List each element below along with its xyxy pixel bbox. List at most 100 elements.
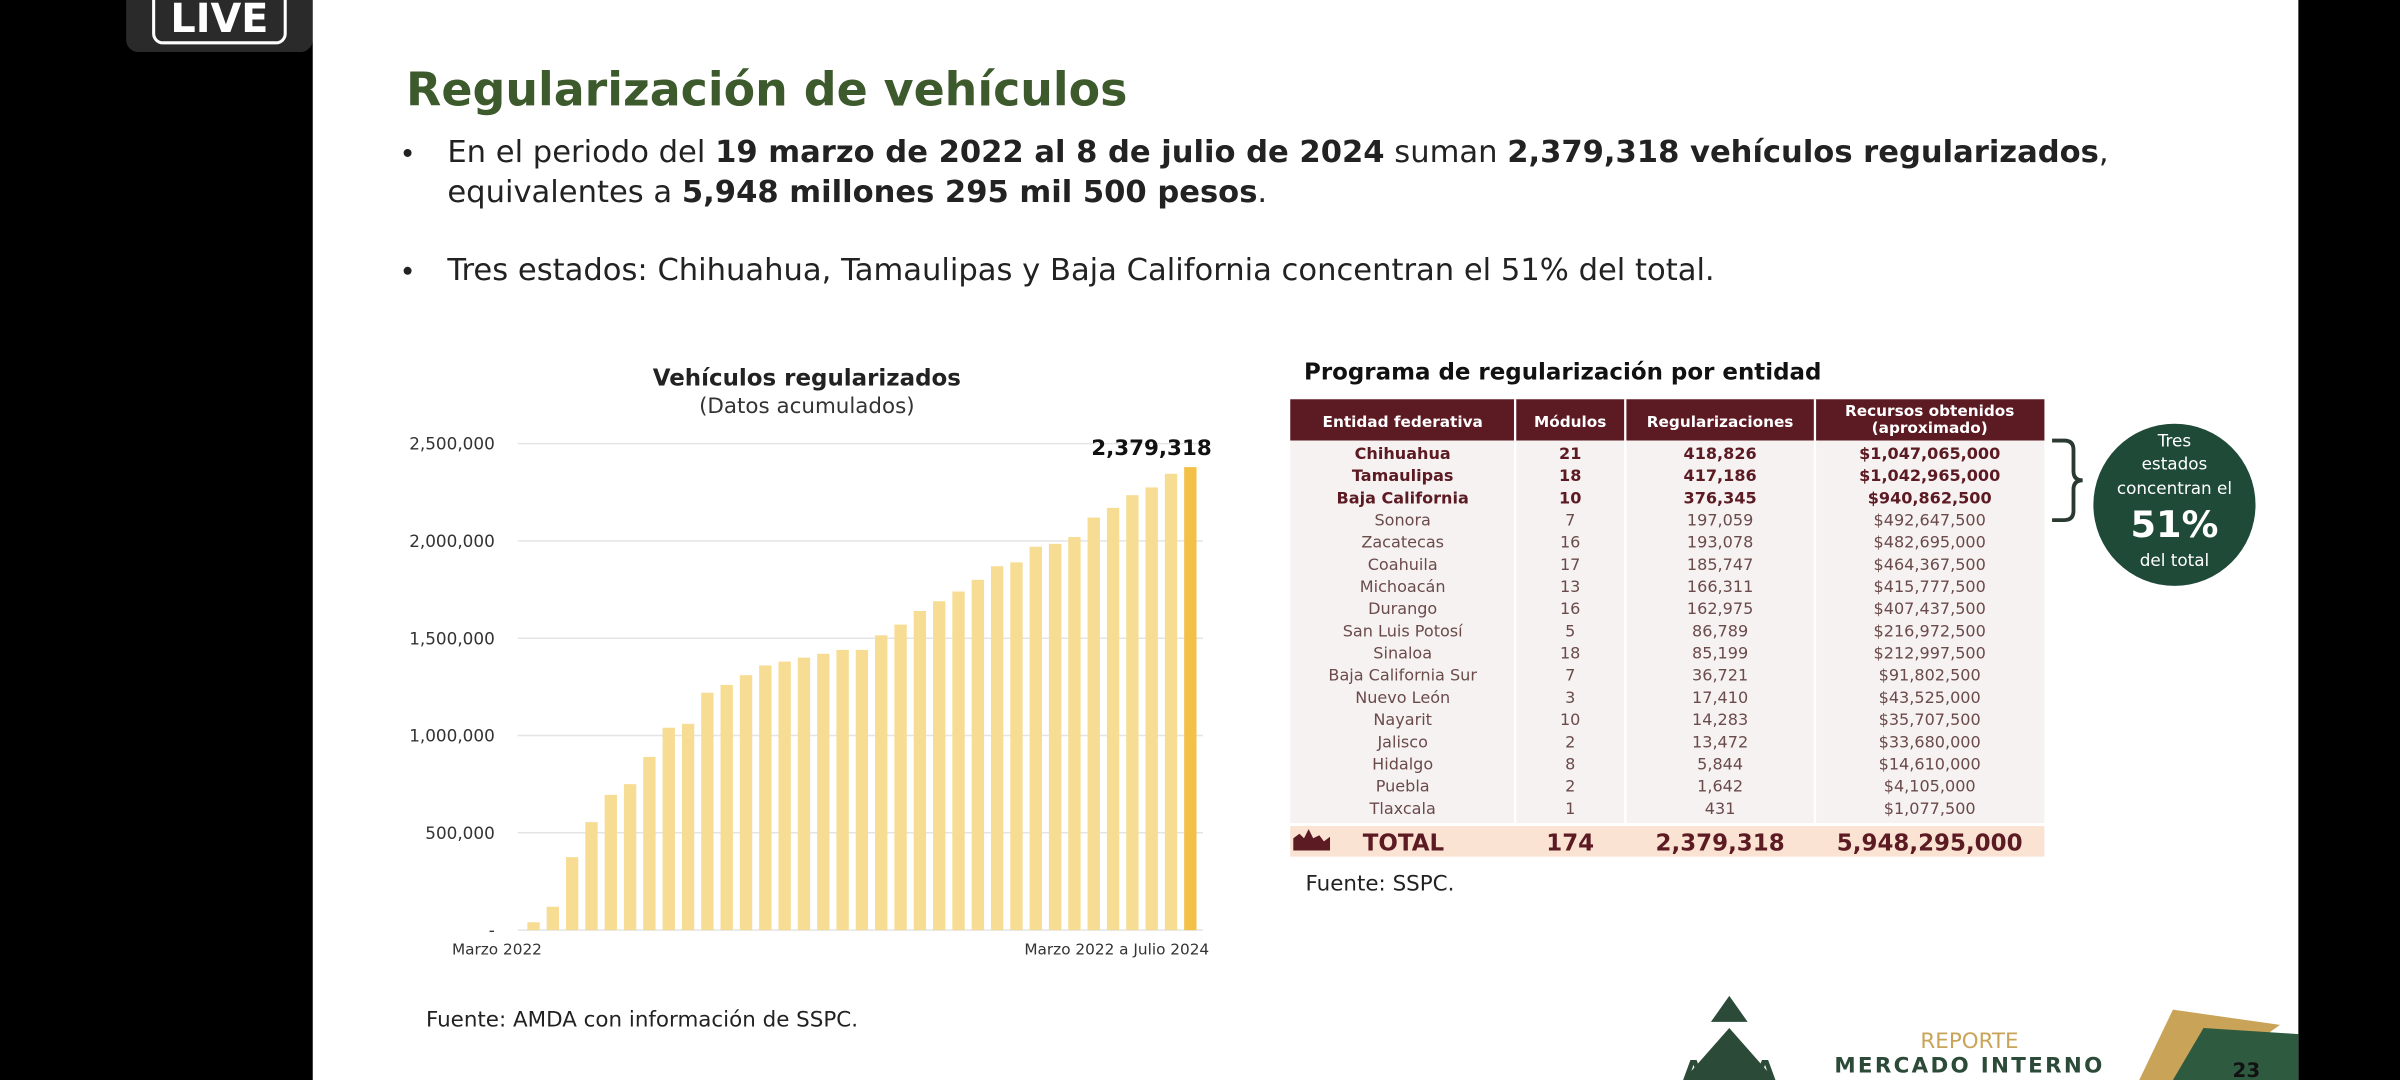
bar — [739, 675, 753, 931]
bar — [1068, 537, 1081, 931]
table-cell: $35,707,500 — [1879, 710, 1981, 729]
table-cell: 10 — [1560, 710, 1580, 729]
table-cell: Baja California — [1337, 488, 1469, 507]
table-header: Regularizaciones — [1647, 413, 1794, 431]
text: . — [1257, 175, 1267, 210]
y-tick-label: 1,500,000 — [409, 628, 495, 648]
table-cell: $14,610,000 — [1879, 754, 1981, 773]
table-cell: 166,311 — [1687, 577, 1753, 596]
bold-text: 5,948 millones 295 mil 500 pesos — [682, 175, 1258, 210]
bar — [971, 579, 985, 931]
logo-text: AMDA — [1683, 1055, 1777, 1080]
bar — [1087, 517, 1100, 931]
bar — [933, 601, 946, 931]
live-frame — [152, 0, 287, 45]
bar — [546, 906, 560, 931]
table-cell: $43,525,000 — [1879, 688, 1981, 707]
table-header: (aproximado) — [1872, 419, 1988, 437]
bar — [701, 692, 714, 931]
badge-text: Tres estados concentran el 51% del total — [2117, 431, 2232, 570]
table-cell: $482,695,000 — [1874, 533, 1986, 552]
table-cell: 2 — [1565, 732, 1575, 751]
amda-logo — [1683, 995, 1776, 1080]
badge-line: concentran el — [2117, 478, 2232, 498]
table-cell: $4,105,000 — [1884, 777, 1976, 796]
table: Entidad federativa Módulos Regularizacione… — [1290, 399, 2045, 857]
y-tick-label: 500,000 — [425, 823, 495, 843]
table-cell: $91,802,500 — [1879, 666, 1981, 685]
bar — [1010, 562, 1023, 931]
footer-deco-green — [2172, 1027, 2299, 1080]
table-total: 5,948,295,000 — [1837, 831, 2023, 857]
table-cell: Tlaxcala — [1369, 799, 1436, 818]
bar — [817, 653, 830, 931]
table-cell: Sonora — [1374, 510, 1430, 529]
table-cell: $1,042,965,000 — [1859, 466, 2000, 485]
table-total-bg — [1290, 826, 2045, 857]
table-source: Fuente: SSPC. — [1306, 871, 1455, 896]
badge-line: estados — [2142, 454, 2208, 474]
table-cell: 13 — [1560, 577, 1580, 596]
table-header-bg — [1290, 399, 2045, 441]
x-tick-label: Marzo 2022 — [452, 941, 542, 959]
y-tick-label: 2,000,000 — [409, 531, 495, 551]
bar — [1164, 473, 1178, 931]
table-cell: 193,078 — [1687, 533, 1753, 552]
live-label: LIVE — [170, 0, 268, 42]
table-cell: 85,199 — [1692, 644, 1748, 663]
table-total: 174 — [1546, 831, 1594, 857]
text: , — [2099, 135, 2109, 170]
table-cell: 18 — [1560, 644, 1580, 663]
bar — [643, 756, 656, 931]
y-tick-label: 2,500,000 — [409, 434, 495, 454]
bar — [720, 684, 733, 931]
chart-source: Fuente: AMDA con información de SSPC. — [426, 1007, 858, 1032]
table-cell: 21 — [1559, 444, 1581, 463]
slide-title: Regularización de vehículos — [406, 63, 1127, 117]
table-cell: 2 — [1565, 777, 1575, 796]
bar — [604, 794, 617, 931]
bar — [1048, 543, 1062, 931]
bar — [990, 566, 1004, 931]
table-cell: 17,410 — [1692, 688, 1748, 707]
bar — [836, 649, 849, 931]
chart-subtitle: (Datos acumulados) — [699, 394, 915, 419]
table-cell: 376,345 — [1684, 488, 1757, 507]
table-cell: Chihuahua — [1355, 444, 1451, 463]
bar — [952, 591, 965, 931]
bar — [1184, 467, 1197, 931]
table-cell: Durango — [1368, 599, 1437, 618]
table-cell: Nayarit — [1373, 710, 1432, 729]
table-cell: 417,186 — [1684, 466, 1757, 485]
table-cell: $407,437,500 — [1874, 599, 1986, 618]
table-cell: $415,777,500 — [1874, 577, 1986, 596]
table-cell: 16 — [1560, 533, 1580, 552]
chart: Vehículos regularizados (Datos acumulado… — [409, 365, 1212, 958]
report-top: REPORTE — [1920, 1029, 2018, 1054]
bullet-line: Tres estados: Chihuahua, Tamaulipas y Ba… — [446, 253, 1714, 288]
table-cell: Sinaloa — [1373, 644, 1432, 663]
x-tick-label: Marzo 2022 a Julio 2024 — [1024, 941, 1209, 959]
text: En el periodo del — [447, 135, 715, 170]
total-icon — [1293, 829, 1331, 851]
table-cell: 418,826 — [1684, 444, 1757, 463]
table-total: 2,379,318 — [1656, 831, 1785, 857]
table-cell: 5,844 — [1697, 754, 1743, 773]
table-cell: 36,721 — [1692, 666, 1748, 685]
table-cell: $940,862,500 — [1868, 488, 1992, 507]
table-total: TOTAL — [1363, 831, 1444, 857]
table-cell: 8 — [1565, 754, 1575, 773]
badge-line: del total — [2140, 550, 2209, 570]
table-cell: Zacatecas — [1361, 533, 1444, 552]
table-cell: 14,283 — [1692, 710, 1748, 729]
table-cell: 3 — [1565, 688, 1575, 707]
table-header: Entidad federativa — [1323, 413, 1483, 431]
table-header: Recursos obtenidos — [1845, 402, 2014, 420]
table-body-bg — [1290, 440, 2045, 824]
table-cell: 1 — [1565, 799, 1575, 818]
bar — [778, 661, 791, 931]
bold-text: 19 marzo de 2022 al 8 de julio de 2024 — [715, 135, 1384, 170]
bracket — [2052, 438, 2083, 523]
